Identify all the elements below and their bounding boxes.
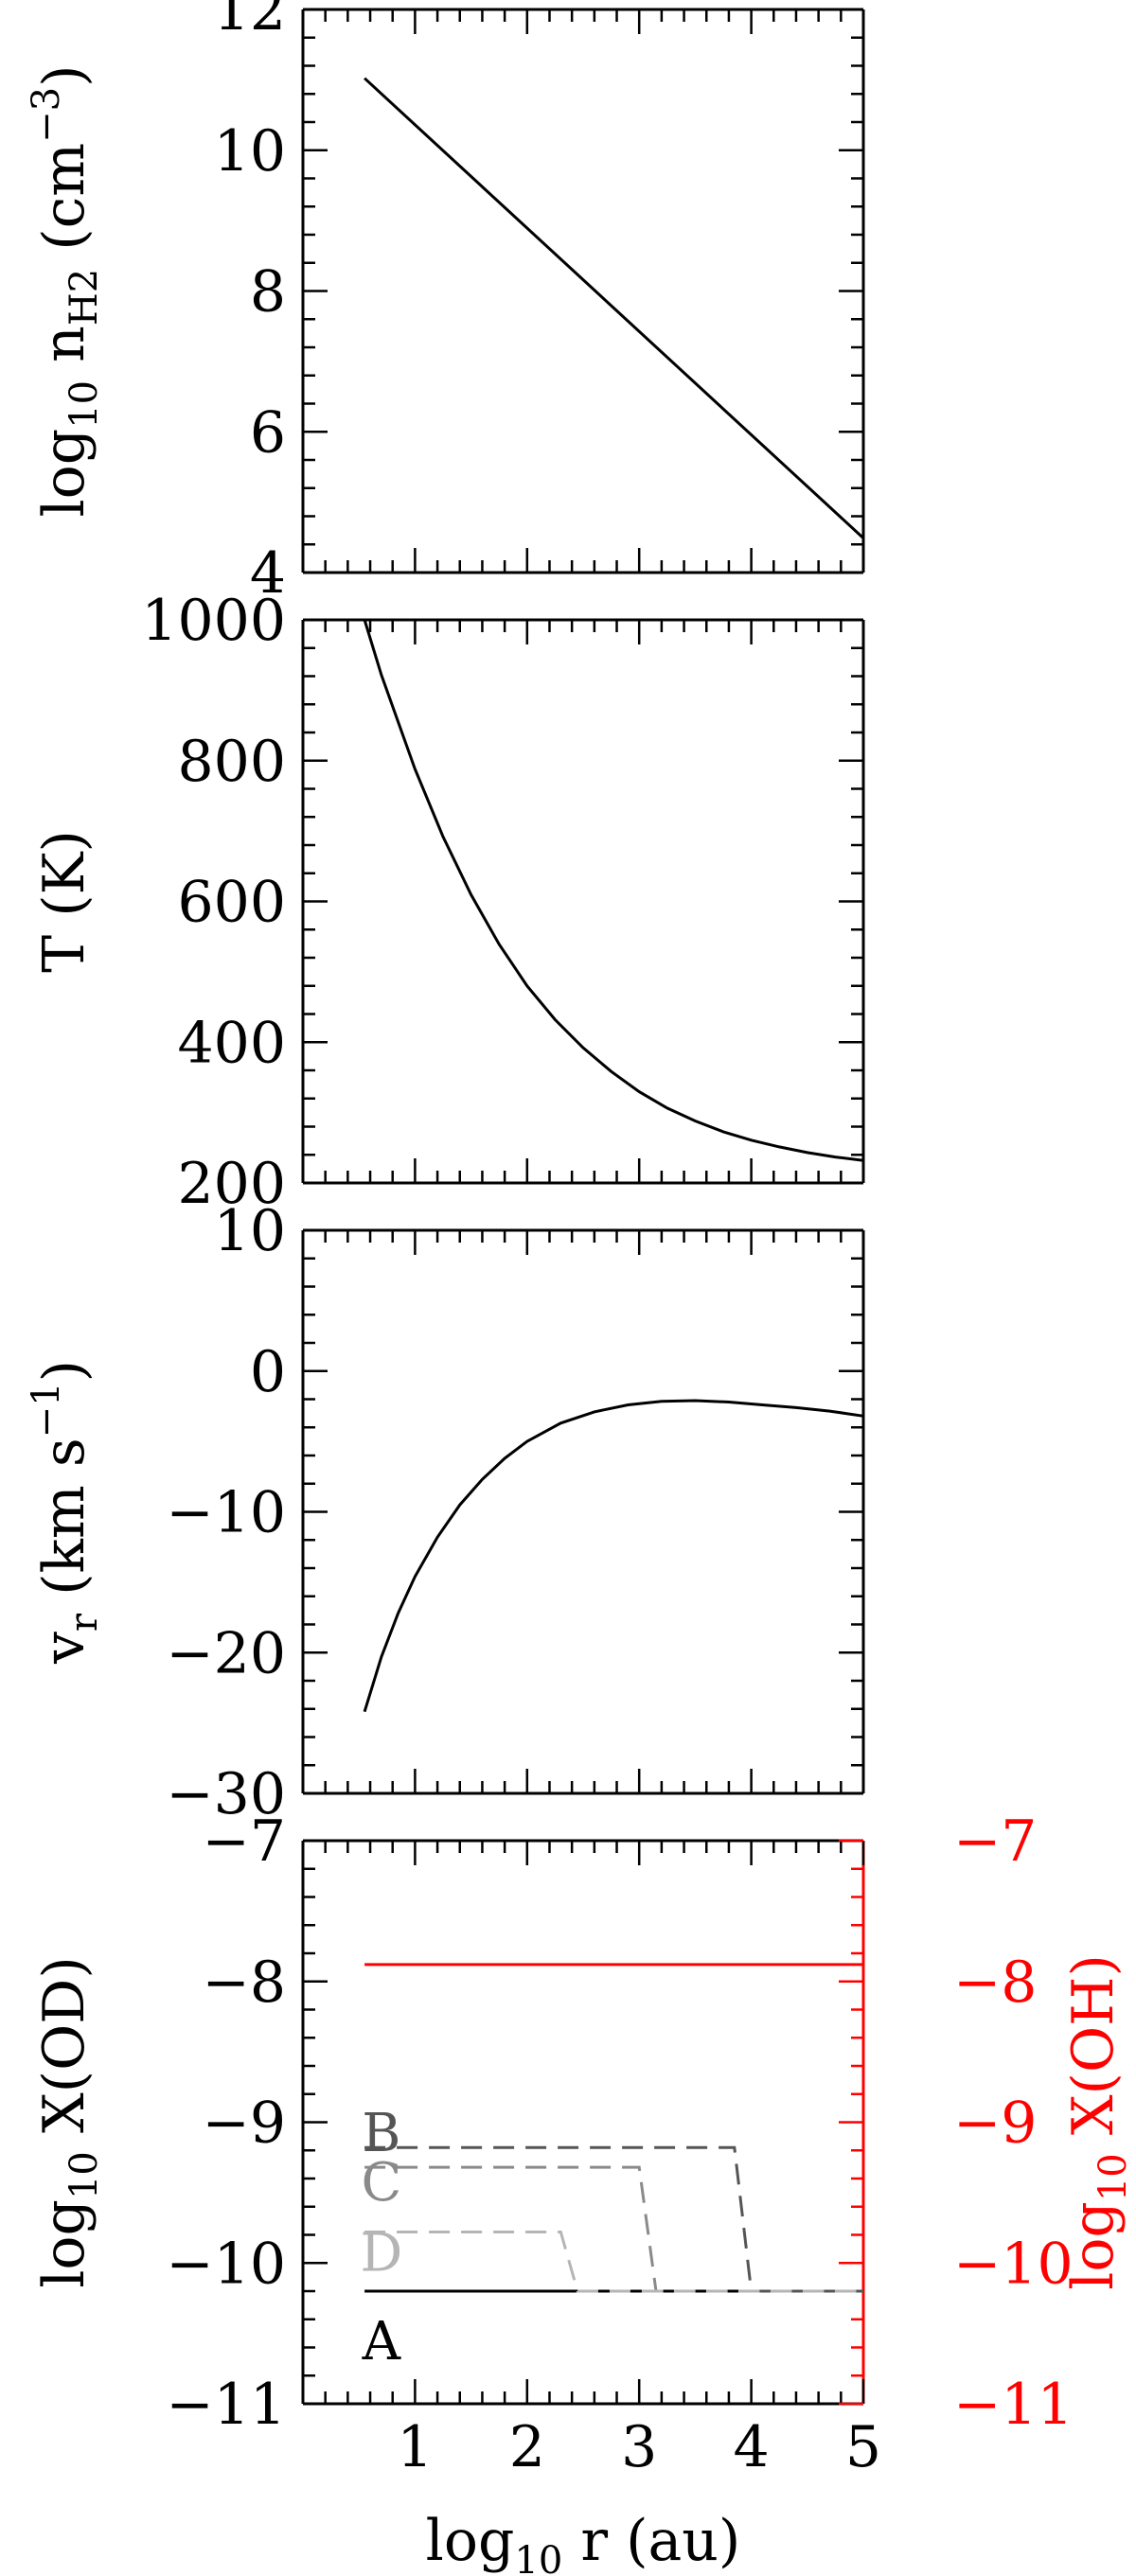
y-tick-label: 1000 (141, 588, 286, 654)
series-line (363, 1399, 864, 1713)
y-tick-label: 10 (214, 1198, 286, 1264)
y-axis-title-tail: (km s (31, 1438, 98, 1614)
y2-axis-title: log10 X(OH) (1060, 1954, 1135, 2290)
y-tick-label: 10 (214, 118, 286, 185)
curve-label-d: D (360, 2222, 402, 2284)
y-axis-title-close: ) (31, 64, 98, 86)
y2-tick-label: −10 (953, 2231, 1074, 2297)
y-tick-label: −30 (166, 1761, 286, 1827)
y2-tick-label: −7 (953, 1808, 1037, 1875)
y-axis-title-mid: n (31, 326, 98, 380)
y-axis-title-sup: −3 (25, 87, 68, 143)
y-tick-label: −20 (166, 1620, 286, 1686)
y-tick-label: 6 (250, 399, 286, 466)
y2-tick-label: −8 (953, 1950, 1037, 2016)
y-axis-title: T (K) (31, 830, 98, 973)
panel-2: 200 400 600 800 1000 T (K) (31, 588, 865, 1217)
y-tick-label: 200 (177, 1151, 286, 1217)
y-tick-label: 400 (177, 1010, 286, 1076)
y-tick-label: 800 (177, 729, 286, 795)
x-tick-label: 2 (509, 2414, 545, 2480)
y-axis-title: vr (km s−1) (25, 1360, 106, 1665)
y-tick-label: 8 (250, 259, 286, 326)
y-axis-title: log10 nH2 (cm−3) (25, 64, 106, 517)
x-axis-title-sub: 10 (514, 2539, 562, 2576)
x-tick-label: 1 (397, 2414, 433, 2480)
y2-axis-title-sub: 10 (1092, 2153, 1135, 2201)
series-line (364, 77, 865, 539)
curve-label-a: A (362, 2311, 401, 2373)
y-tick-label: −8 (203, 1950, 286, 2016)
y2-tick-label: −9 (953, 2091, 1037, 2157)
y-tick-label: 4 (250, 540, 286, 607)
y2-axis-title-main: log (1060, 2201, 1127, 2290)
y-tick-label: −11 (166, 2372, 286, 2438)
x-tick-label: 4 (734, 2414, 770, 2480)
x-axis-title-main: log (426, 2508, 515, 2574)
y-tick-label: −10 (166, 2231, 286, 2297)
y-axis-title-close: ) (31, 1360, 98, 1382)
y-axis-title-sub: 10 (62, 2151, 106, 2199)
series-line (363, 619, 864, 1162)
y-axis-title-tail: (cm (31, 143, 98, 269)
y-tick-label: 600 (177, 870, 286, 936)
y-tick-label: −7 (203, 1808, 286, 1875)
y-tick-label: −10 (166, 1480, 286, 1546)
y-axis-title-sub2: H2 (62, 269, 106, 326)
y-axis-title-sup: −1 (25, 1382, 68, 1438)
y-axis-title-main: log (31, 2199, 98, 2288)
curve-label-b: B (362, 2103, 400, 2164)
x-tick-label: 5 (845, 2414, 881, 2480)
y-axis-title-tail: X(OD) (31, 1956, 98, 2151)
series-line-b (364, 2145, 863, 2293)
y-axis-title-sub: 10 (62, 380, 106, 429)
y-axis-title: log10 X(OD) (31, 1956, 106, 2288)
x-axis-title: log10 r (au) (426, 2508, 741, 2576)
y-axis-title-main: log (31, 429, 98, 518)
y-axis-title-main: v (31, 1632, 98, 1665)
y-tick-label: 12 (214, 0, 286, 44)
x-axis-title-tail: r (au) (562, 2508, 740, 2574)
y-axis-title-main: T (K) (31, 830, 98, 973)
curve-label-c: C (361, 2152, 401, 2214)
y2-tick-label: −11 (953, 2372, 1074, 2438)
y-axis-title-sub: r (62, 1613, 106, 1632)
series-line-d (364, 2231, 863, 2293)
y-tick-label: −9 (203, 2091, 286, 2157)
x-tick-label: 3 (621, 2414, 657, 2480)
y-tick-label: 0 (250, 1339, 286, 1405)
y2-axis-title-tail: X(OH) (1060, 1954, 1127, 2153)
series-line-c (364, 2165, 863, 2293)
panel-3: −30 −20 −10 0 10 vr (km s−1) (25, 1198, 865, 1827)
